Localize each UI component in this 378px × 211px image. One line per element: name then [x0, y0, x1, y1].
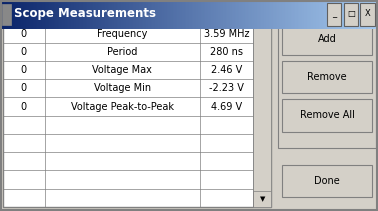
Text: Measurement: Measurement: [82, 10, 163, 20]
Bar: [282, 165, 372, 197]
Text: ▼: ▼: [260, 196, 265, 202]
Bar: [327, 3, 341, 26]
Text: Voltage Min: Voltage Min: [93, 83, 151, 93]
Text: □: □: [347, 9, 355, 19]
Bar: [253, 6, 271, 207]
Text: 2.46 V: 2.46 V: [211, 65, 242, 75]
Bar: [282, 99, 372, 132]
Text: 0: 0: [21, 47, 27, 57]
Text: 3.59 MHz: 3.59 MHz: [204, 29, 249, 39]
Text: Value: Value: [210, 10, 243, 20]
Bar: [253, 6, 271, 22]
Text: Scope Measurements: Scope Measurements: [14, 7, 156, 20]
Text: 0: 0: [21, 83, 27, 93]
Text: _: _: [332, 9, 336, 19]
Bar: [344, 3, 358, 26]
Text: Voltage Max: Voltage Max: [92, 65, 152, 75]
Text: Voltage Peak-to-Peak: Voltage Peak-to-Peak: [71, 101, 174, 112]
Text: X: X: [364, 9, 370, 19]
Text: Add: Add: [318, 34, 336, 43]
Bar: [253, 191, 271, 207]
Text: ▲: ▲: [260, 11, 265, 17]
Text: Remove All: Remove All: [299, 110, 355, 120]
Bar: [3, 6, 271, 207]
Bar: [360, 3, 375, 26]
Text: Remove: Remove: [307, 72, 347, 82]
Text: -2.23 V: -2.23 V: [209, 83, 244, 93]
Text: Frequency: Frequency: [97, 29, 147, 39]
Bar: [3, 6, 253, 24]
Text: Chan: Chan: [9, 10, 39, 20]
Text: 280 ns: 280 ns: [210, 47, 243, 57]
Text: Period: Period: [107, 47, 137, 57]
Text: 0: 0: [21, 65, 27, 75]
Bar: [282, 22, 372, 55]
Bar: [282, 61, 372, 93]
Text: Done: Done: [314, 176, 340, 186]
Bar: [278, 11, 376, 148]
Text: 4.69 V: 4.69 V: [211, 101, 242, 112]
Bar: [2, 4, 11, 25]
Text: Scalar: Scalar: [287, 5, 324, 16]
Text: 0: 0: [21, 29, 27, 39]
Text: 0: 0: [21, 101, 27, 112]
